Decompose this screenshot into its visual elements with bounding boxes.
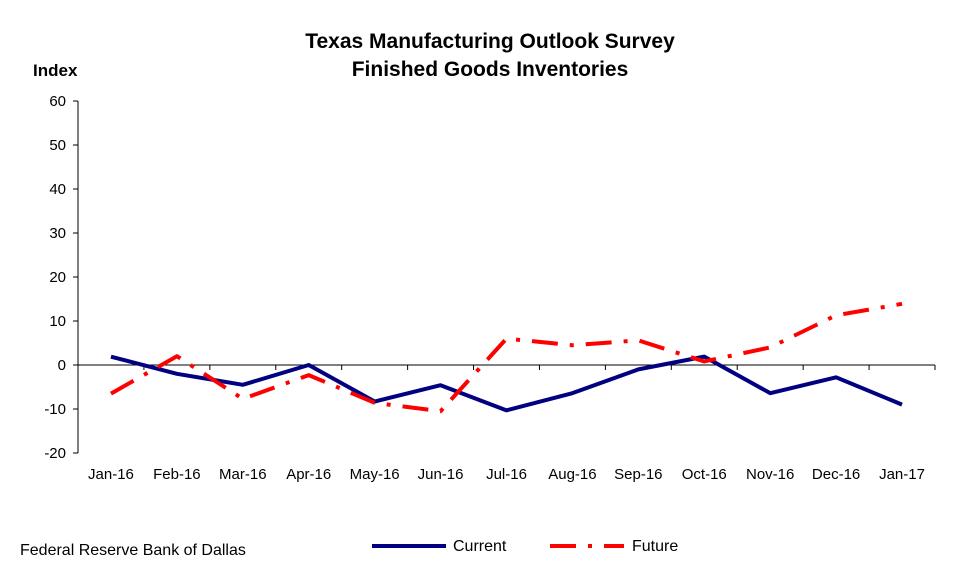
series-line-future [109, 301, 903, 414]
x-tick-label: Aug-16 [548, 466, 596, 483]
chart-title-block: Texas Manufacturing Outlook Survey Finis… [0, 28, 980, 84]
x-tick-label: Mar-16 [219, 466, 267, 483]
y-tick-label: 0 [58, 357, 66, 374]
x-tick-label: Jul-16 [486, 466, 527, 483]
y-tick-label: 20 [49, 269, 66, 286]
x-tick-label: Jan-16 [88, 466, 134, 483]
source-note: Federal Reserve Bank of Dallas [20, 542, 246, 559]
x-tick-label: Dec-16 [812, 466, 860, 483]
chart-title: Texas Manufacturing Outlook Survey [305, 30, 675, 53]
y-tick-label: 30 [49, 225, 66, 242]
y-tick-label: -20 [44, 445, 66, 462]
legend-label-current: Current [453, 538, 507, 555]
x-tick-label: Nov-16 [746, 466, 794, 483]
y-tick-label: 50 [49, 137, 66, 154]
y-tick-label: -10 [44, 401, 66, 418]
y-tick-label: 40 [49, 181, 66, 198]
y-axis-label: Index [33, 61, 78, 80]
x-tick-label: Jun-16 [418, 466, 464, 483]
x-tick-label: May-16 [350, 466, 400, 483]
y-tick-label: 10 [49, 313, 66, 330]
y-tick-label: 60 [49, 93, 66, 110]
chart-subtitle: Finished Goods Inventories [351, 58, 629, 81]
x-tick-label: Jan-17 [879, 466, 925, 483]
x-tick-label: Oct-16 [682, 466, 727, 483]
x-tick-label: Sep-16 [614, 466, 662, 483]
x-tick-label: Apr-16 [286, 466, 331, 483]
legend-label-future: Future [632, 538, 678, 555]
x-tick-label: Feb-16 [153, 466, 201, 483]
